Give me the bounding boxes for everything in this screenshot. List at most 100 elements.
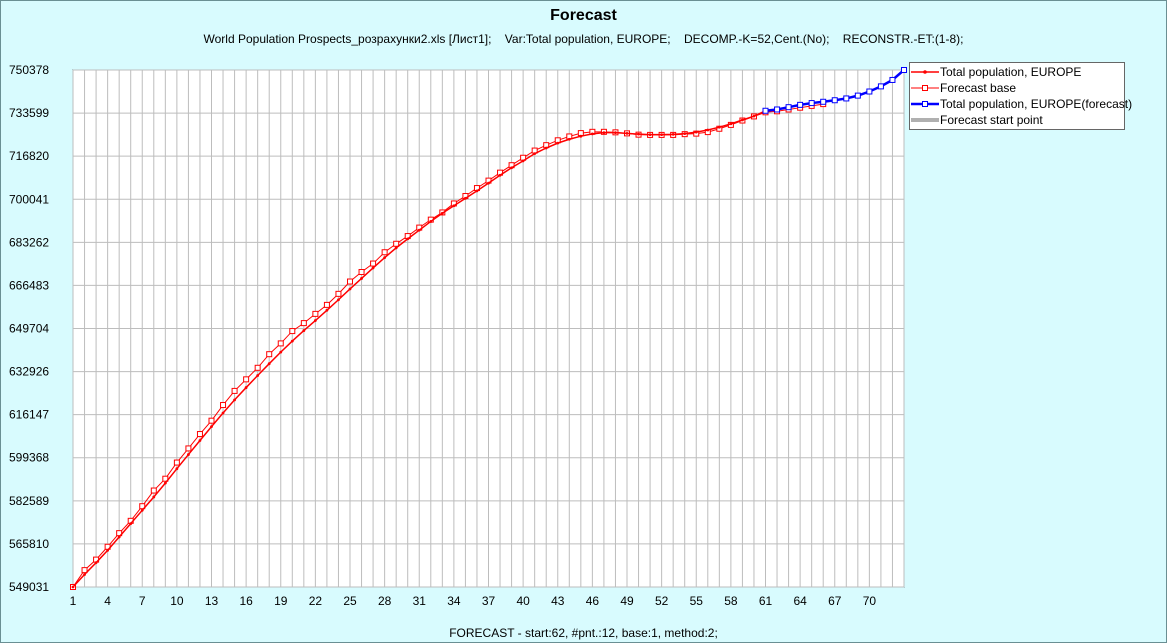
data-point [521,159,525,163]
data-point [371,266,375,270]
y-tick-label: 599368 [9,451,49,465]
x-tick-label: 28 [378,594,392,608]
data-point [163,481,167,485]
data-point [406,237,410,241]
data-point [244,386,248,389]
data-point [625,131,629,135]
data-point [729,122,733,126]
data-point [312,310,319,317]
x-tick-label: 13 [205,594,219,608]
data-point [877,83,884,90]
data-point [106,548,110,552]
data-point [71,585,75,589]
y-tick-label: 582589 [9,494,49,508]
data-point [348,287,352,291]
data-point [452,204,456,208]
x-tick-label: 49 [620,594,634,608]
x-tick-label: 58 [724,594,738,608]
data-point [325,308,329,312]
data-point [683,132,687,136]
data-point [360,277,363,280]
legend-swatch-line-square-blue [911,101,939,107]
data-point [198,439,202,442]
x-tick-label: 25 [343,594,357,608]
data-point [820,98,827,105]
data-point [498,173,502,177]
x-tick-label: 16 [239,594,253,608]
data-point [602,131,606,134]
data-point [671,132,675,136]
data-point [694,130,698,134]
data-point [475,189,479,193]
data-point [196,431,203,438]
data-point [901,67,907,73]
data-point [347,278,353,285]
data-point [210,425,213,428]
data-point [383,256,387,260]
x-tick-label: 43 [551,594,565,608]
data-point [464,196,467,200]
data-point [139,503,146,510]
data-point [417,228,421,232]
x-tick-label: 19 [274,594,288,608]
chart-subtitle: World Population Prospects_розрахунки2.x… [203,32,964,46]
data-point [187,453,190,456]
x-tick-label: 46 [586,594,600,608]
data-point [221,411,225,415]
legend-label: Forecast start point [940,113,1043,127]
data-point [152,495,156,499]
x-axis: 1 4 7 10 13 16 19 22 25 28 31 34 37 40 43 46 49 52 55 58 61 6… [70,594,877,608]
data-point [797,101,804,108]
data-point [162,475,169,482]
y-tick-label: 700041 [9,192,49,206]
x-tick-label: 1 [70,594,77,608]
x-tick-label: 40 [516,594,530,608]
x-tick-label: 55 [690,594,704,608]
data-point [150,487,157,494]
y-tick-label: 549031 [9,580,49,594]
data-point [579,134,583,138]
data-point [590,132,594,136]
data-point [533,152,537,156]
data-point [117,535,121,539]
data-point [208,417,215,424]
data-point [854,92,861,99]
data-point [300,320,307,327]
x-tick-label: 22 [309,594,323,608]
data-point [175,467,179,471]
legend-item: Total population, EUROPE(forecast) [910,96,1132,112]
data-point [254,364,261,371]
y-axis: 549031 565810 582589 599368 616147 632926 6497… [9,63,49,594]
y-tick-label: 750378 [9,63,49,77]
data-point [129,522,133,526]
data-point [510,166,513,170]
data-point [370,260,377,267]
data-point [785,104,792,111]
data-point [774,106,781,113]
data-point [83,573,86,576]
legend-swatch-line-square [911,85,939,91]
data-point [335,290,342,297]
x-tick-label: 52 [655,594,669,608]
data-point [289,328,296,335]
data-point [323,301,330,308]
data-point [267,362,271,366]
data-point [648,133,652,137]
x-tick-label: 37 [482,594,496,608]
y-tick-label: 683262 [9,235,49,249]
data-point [94,561,98,565]
x-tick-label: 61 [759,594,773,608]
y-tick-label: 733599 [9,106,49,120]
y-tick-label: 565810 [9,537,49,551]
legend-item: Forecast start point [910,112,1124,128]
data-point [637,132,640,136]
legend: Total population, EUROPE Forecast base T… [909,62,1132,130]
data-point [81,567,88,574]
x-tick-label: 67 [828,594,842,608]
data-point [173,459,180,466]
legend-item: Total population, EUROPE [910,64,1124,80]
x-tick-label: 10 [170,594,184,608]
data-point [358,269,365,276]
x-tick-label: 7 [139,594,146,608]
